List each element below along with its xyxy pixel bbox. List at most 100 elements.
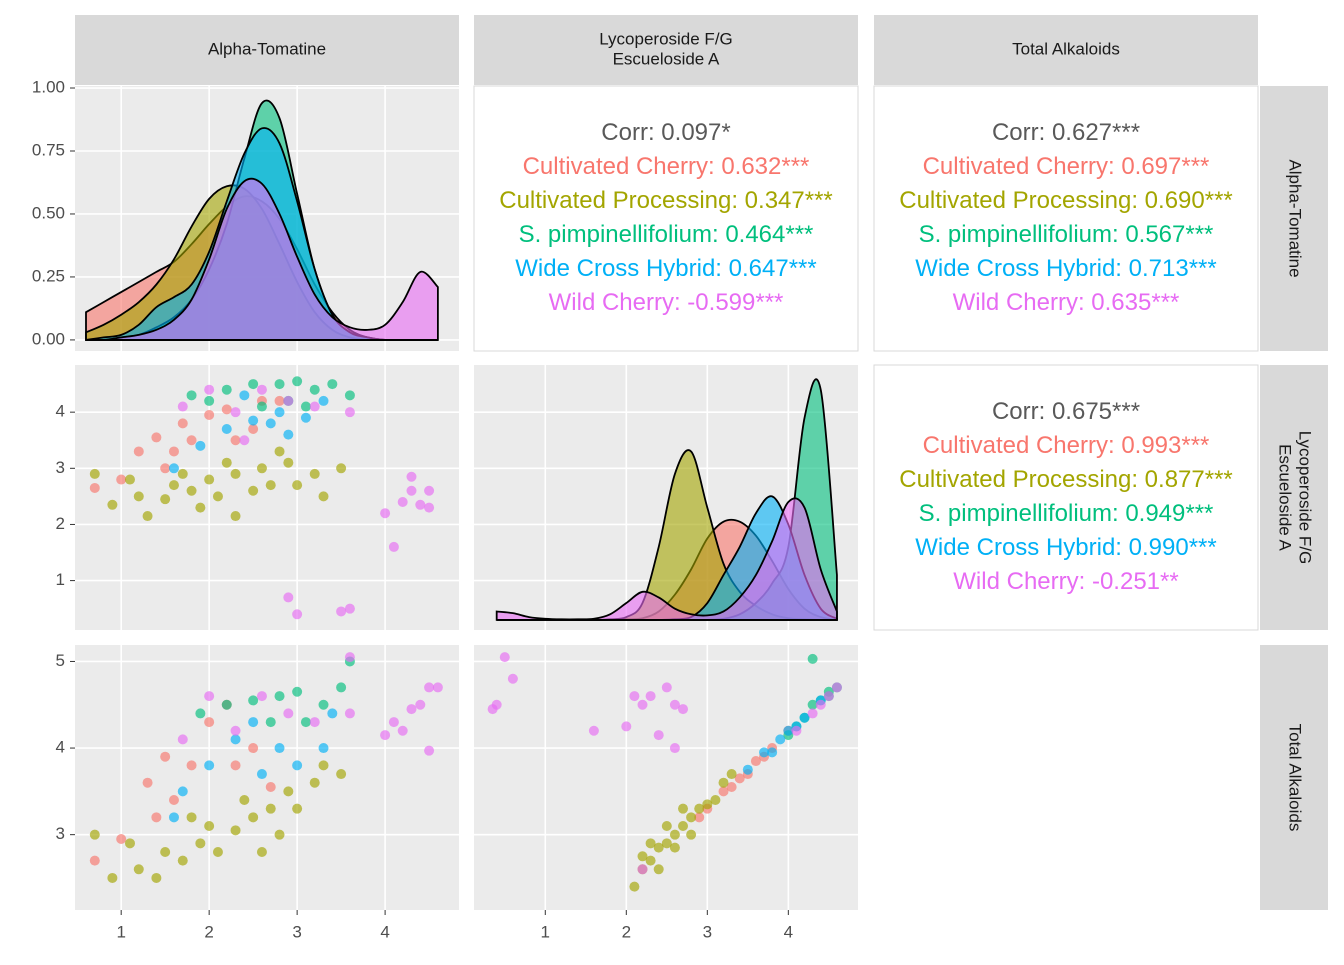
scatter-point — [327, 708, 338, 719]
scatter-point — [256, 463, 267, 474]
scatter-point — [309, 401, 320, 412]
scatter-point — [107, 872, 118, 883]
scatter-point — [661, 820, 672, 831]
scatter-point — [265, 418, 276, 429]
scatter-point — [160, 494, 171, 505]
scatter-point — [283, 592, 294, 603]
scatter-point — [588, 725, 599, 736]
scatter-point — [397, 725, 408, 736]
scatter-point — [653, 842, 664, 853]
row-strip — [1260, 645, 1328, 910]
scatter-point — [221, 384, 232, 395]
scatter-point — [815, 699, 826, 710]
scatter-point — [256, 384, 267, 395]
scatter-point — [177, 855, 188, 866]
scatter-point — [248, 415, 259, 426]
scatter-point — [767, 747, 778, 758]
scatter-point — [336, 769, 347, 780]
scatter-point — [718, 786, 729, 797]
scatter-point — [204, 384, 215, 395]
scatter-point — [718, 777, 729, 788]
scatter-point — [694, 812, 705, 823]
scatter-point — [283, 786, 294, 797]
scatter-point — [507, 673, 518, 684]
scatter-point — [221, 424, 232, 435]
scatter-point — [309, 777, 320, 788]
corr-text: Wide Cross Hybrid: 0.713*** — [915, 255, 1216, 282]
corr-text: Wide Cross Hybrid: 0.990*** — [915, 534, 1216, 561]
scatter-point — [318, 760, 329, 771]
scatter-point — [318, 491, 329, 502]
row-strip — [1260, 365, 1328, 630]
y-tick-label: 3 — [56, 458, 65, 477]
corr-text: Cultivated Cherry: 0.993*** — [923, 432, 1210, 459]
column-strip-label: Total Alkaloids — [1012, 39, 1120, 58]
row-strip-label: Lycoperoside F/G — [1296, 431, 1315, 565]
scatter-point — [204, 820, 215, 831]
corr-text: Wide Cross Hybrid: 0.647*** — [515, 255, 816, 282]
panel-marks — [487, 652, 842, 892]
scatter-point — [669, 842, 680, 853]
row-strip — [1260, 86, 1328, 351]
corr-text: Corr: 0.675*** — [992, 398, 1140, 425]
scatter-point — [300, 412, 311, 423]
x-tick-label: 2 — [622, 922, 631, 941]
scatter-point — [230, 468, 241, 479]
scatter-point — [300, 401, 311, 412]
scatter-point — [274, 379, 285, 390]
scatter-point — [734, 773, 745, 784]
scatter-point — [406, 704, 417, 715]
scatter-point — [669, 743, 680, 754]
scatter-point — [274, 829, 285, 840]
scatter-point — [195, 440, 206, 451]
scatter-point — [239, 795, 250, 806]
scatter-point — [142, 777, 153, 788]
corr-text: Wild Cherry: -0.599*** — [549, 289, 784, 316]
y-tick-label: 0.25 — [32, 266, 65, 285]
scatter-point — [107, 499, 118, 510]
scatter-point — [318, 395, 329, 406]
scatter-point — [265, 717, 276, 728]
scatter-point — [499, 652, 510, 663]
scatter-point — [318, 699, 329, 710]
scatter-point — [274, 407, 285, 418]
x-tick-label: 4 — [380, 922, 389, 941]
scatter-point — [168, 480, 179, 491]
scatter-point — [424, 745, 435, 756]
scatter-point — [248, 485, 259, 496]
scatter-point — [195, 838, 206, 849]
scatter-point — [256, 691, 267, 702]
scatter-point — [661, 838, 672, 849]
scatter-point — [89, 468, 100, 479]
scatter-point — [116, 474, 127, 485]
corr-panel — [873, 364, 1259, 631]
scatter-point — [380, 508, 391, 519]
scatter-point — [177, 418, 188, 429]
scatter-point — [726, 769, 737, 780]
column-strip — [75, 15, 459, 85]
corr-text: S. pimpinellifolium: 0.567*** — [919, 221, 1214, 248]
scatter-point — [168, 463, 179, 474]
scatter-point — [116, 833, 127, 844]
scatter-point — [380, 730, 391, 741]
scatter-point — [831, 682, 842, 693]
scatter-point — [230, 511, 241, 522]
scatter-point — [669, 829, 680, 840]
scatter-point — [292, 803, 303, 814]
corr-panel — [873, 85, 1259, 352]
scatter-point — [791, 725, 802, 736]
corr-text: Cultivated Cherry: 0.697*** — [923, 153, 1210, 180]
scatter-point — [283, 429, 294, 440]
scatter-point — [645, 838, 656, 849]
scatter-point — [759, 747, 770, 758]
panel-marks — [85, 99, 439, 342]
scatter-point — [629, 691, 640, 702]
scatter-point — [645, 855, 656, 866]
scatter-point — [309, 468, 320, 479]
density-area — [85, 177, 439, 342]
scatter-point — [274, 446, 285, 457]
scatter-point — [230, 825, 241, 836]
scatter-point — [415, 499, 426, 510]
